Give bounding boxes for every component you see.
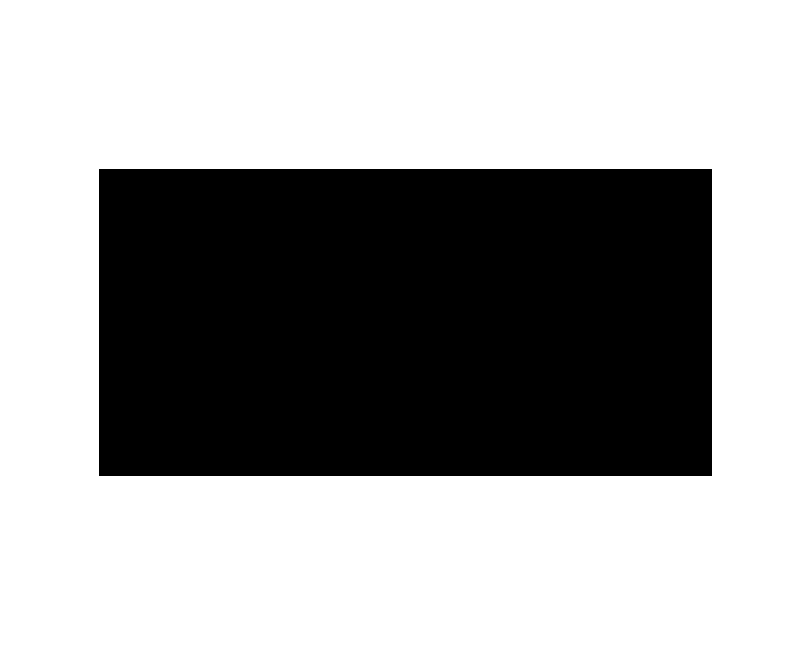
word-cloud-canvas (99, 169, 712, 476)
word-cloud-svg (99, 169, 712, 476)
